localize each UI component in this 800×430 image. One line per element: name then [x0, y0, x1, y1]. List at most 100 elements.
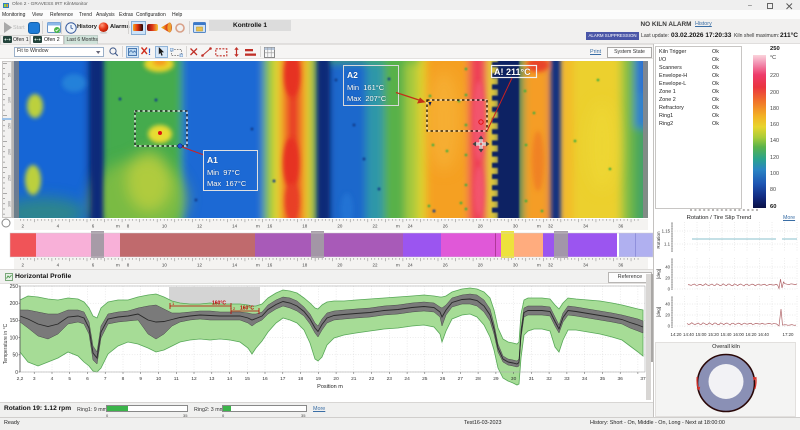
svg-text:16: 16: [267, 224, 273, 229]
svg-text:36: 36: [618, 224, 624, 229]
svg-text:Rotation: Rotation: [656, 231, 661, 249]
svg-text:14:40: 14:40: [683, 332, 695, 337]
svg-text:A! 211°C: A! 211°C: [494, 67, 531, 77]
svg-text:1.15: 1.15: [662, 229, 671, 234]
svg-text:m: m: [116, 263, 120, 268]
svg-text:m: m: [396, 224, 400, 229]
svg-text:7: 7: [104, 376, 107, 382]
svg-text:m: m: [256, 224, 260, 229]
svg-text:2: 2: [233, 306, 236, 311]
svg-text:50: 50: [7, 73, 11, 77]
svg-text:Min 161°C: Min 161°C: [347, 83, 385, 92]
svg-text:40: 40: [665, 302, 670, 307]
svg-text:100: 100: [10, 335, 19, 341]
svg-text:160°C: 160°C: [212, 301, 226, 307]
svg-text:14: 14: [232, 224, 238, 229]
svg-text:16:40: 16:40: [758, 332, 770, 337]
svg-text:200: 200: [7, 149, 11, 155]
svg-text:50: 50: [12, 353, 18, 359]
svg-text:[deg]: [deg]: [656, 269, 661, 279]
svg-text:26: 26: [440, 376, 446, 382]
svg-text:22: 22: [373, 263, 379, 268]
svg-text:12: 12: [197, 263, 203, 268]
svg-text:0: 0: [668, 287, 671, 292]
svg-text:Max 207°C: Max 207°C: [347, 94, 387, 103]
svg-text:22: 22: [373, 224, 379, 229]
svg-text:27: 27: [458, 376, 464, 382]
svg-text:15:20: 15:20: [708, 332, 720, 337]
svg-text:32: 32: [548, 224, 554, 229]
svg-text:9: 9: [139, 376, 142, 382]
svg-text:30: 30: [513, 224, 519, 229]
svg-text:18: 18: [302, 224, 308, 229]
svg-text:[deg]: [deg]: [656, 307, 661, 317]
svg-text:m: m: [396, 263, 400, 268]
svg-text:150: 150: [7, 123, 11, 129]
svg-text:28: 28: [478, 224, 484, 229]
svg-text:160°C: 160°C: [240, 306, 254, 312]
svg-text:20: 20: [337, 224, 343, 229]
svg-text:24: 24: [408, 224, 414, 229]
svg-text:Min 97°C: Min 97°C: [207, 168, 241, 177]
svg-text:300: 300: [7, 201, 11, 207]
svg-text:Temperature in °C: Temperature in °C: [3, 323, 9, 364]
svg-text:Max 167°C: Max 167°C: [207, 179, 247, 188]
svg-text:0: 0: [668, 324, 671, 329]
svg-text:200: 200: [10, 301, 19, 307]
svg-text:14: 14: [227, 376, 233, 382]
svg-text:28: 28: [478, 263, 484, 268]
svg-text:34: 34: [583, 224, 589, 229]
svg-text:34: 34: [583, 263, 589, 268]
svg-text:3: 3: [33, 376, 36, 382]
svg-text:2,2: 2,2: [17, 376, 24, 382]
svg-text:12: 12: [191, 376, 197, 382]
svg-text:24: 24: [408, 263, 414, 268]
svg-text:1.1: 1.1: [664, 242, 671, 247]
svg-text:m: m: [256, 263, 260, 268]
svg-text:36: 36: [618, 263, 624, 268]
svg-text:29: 29: [493, 376, 499, 382]
svg-text:8: 8: [127, 224, 130, 229]
svg-text:m: m: [537, 224, 541, 229]
svg-text:1: 1: [172, 301, 175, 306]
svg-text:28: 28: [475, 376, 481, 382]
svg-text:32: 32: [546, 376, 552, 382]
svg-text:16:00: 16:00: [733, 332, 745, 337]
svg-text:m: m: [537, 263, 541, 268]
svg-text:15:00: 15:00: [696, 332, 708, 337]
svg-text:22: 22: [369, 376, 375, 382]
svg-text:30: 30: [513, 263, 519, 268]
svg-text:5: 5: [68, 376, 71, 382]
svg-text:14:20: 14:20: [671, 332, 683, 337]
svg-text:m: m: [116, 224, 120, 229]
svg-text:32: 32: [548, 263, 554, 268]
svg-text:A1: A1: [207, 155, 218, 165]
svg-text:33: 33: [564, 376, 570, 382]
svg-text:16: 16: [267, 263, 273, 268]
svg-text:10: 10: [156, 376, 162, 382]
svg-text:Position m: Position m: [317, 384, 343, 390]
svg-text:8: 8: [127, 263, 130, 268]
svg-text:25: 25: [422, 376, 428, 382]
svg-text:12: 12: [197, 224, 203, 229]
svg-text:20: 20: [665, 313, 670, 318]
svg-text:8: 8: [122, 376, 125, 382]
svg-text:17:20: 17:20: [783, 332, 795, 337]
svg-text:16: 16: [262, 376, 268, 382]
svg-text:35: 35: [600, 376, 606, 382]
svg-text:20: 20: [337, 263, 343, 268]
svg-text:26: 26: [443, 224, 449, 229]
svg-text:26: 26: [443, 263, 449, 268]
svg-text:!: !: [148, 47, 151, 56]
svg-text:18: 18: [302, 263, 308, 268]
svg-text:21: 21: [351, 376, 357, 382]
svg-text:36: 36: [618, 376, 624, 382]
svg-text:37,4: 37,4: [640, 376, 650, 382]
svg-text:100: 100: [7, 97, 11, 103]
svg-text:34: 34: [582, 376, 588, 382]
svg-text:30: 30: [511, 376, 517, 382]
svg-text:11: 11: [174, 376, 179, 382]
svg-text:2: 2: [22, 263, 25, 268]
svg-text:23: 23: [387, 376, 393, 382]
svg-text:250: 250: [10, 284, 19, 290]
